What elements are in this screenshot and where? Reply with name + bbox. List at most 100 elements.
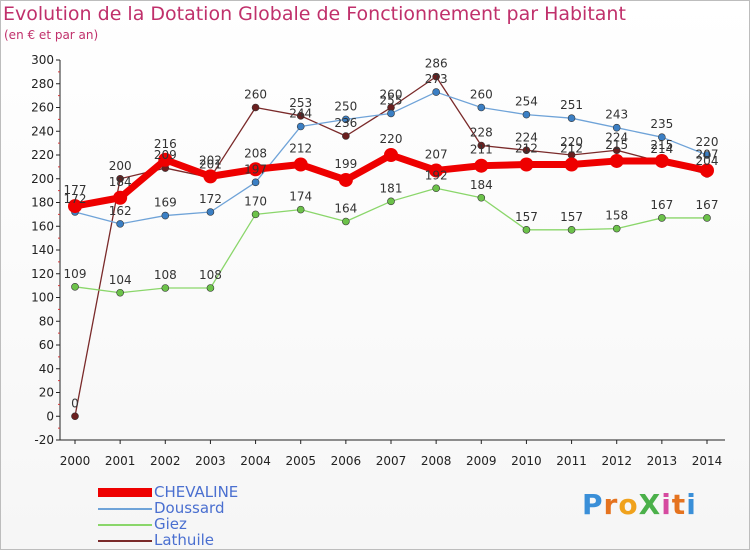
x-tick-label: 2005: [285, 454, 316, 468]
data-point-giez: [703, 214, 711, 222]
data-label-giez: 108: [199, 268, 222, 282]
data-label-giez: 170: [244, 194, 267, 208]
data-point-doussard: [387, 109, 395, 118]
data-point-doussard: [296, 122, 305, 131]
data-label-chevaline: 216: [154, 137, 177, 151]
data-point-lathuile: [296, 112, 305, 120]
data-label-doussard: 243: [605, 108, 628, 122]
data-point-chevaline: [564, 157, 579, 172]
data-label-chevaline: 202: [199, 153, 222, 167]
data-point-giez: [342, 217, 350, 226]
x-tick-label: 2009: [466, 454, 497, 468]
x-tick-label: 2000: [60, 454, 91, 468]
data-label-chevaline: 212: [515, 142, 538, 156]
data-point-lathuile: [116, 174, 124, 183]
legend-item-lathuile: Lathuile: [98, 531, 358, 549]
data-label-giez: 158: [605, 209, 628, 223]
legend-item-doussard: Doussard: [98, 499, 358, 517]
data-label-giez: 157: [560, 210, 583, 224]
y-tick-label: 60: [39, 338, 54, 352]
x-tick-label: 2006: [331, 454, 362, 468]
legend-swatch-lathuile: [98, 540, 152, 542]
y-tick-label: 40: [39, 362, 54, 376]
data-label-lathuile: 228: [470, 126, 493, 140]
data-label-chevaline: 215: [605, 138, 628, 152]
logo-letter: i: [686, 488, 697, 521]
data-point-doussard: [703, 151, 711, 159]
data-label-doussard: 220: [696, 135, 719, 149]
data-point-chevaline: [519, 157, 534, 172]
x-tick-label: 2014: [692, 454, 723, 468]
data-label-giez: 184: [470, 178, 493, 192]
data-label-giez: 104: [109, 273, 132, 287]
data-label-giez: 167: [650, 198, 673, 212]
data-label-doussard: 250: [334, 99, 357, 113]
data-point-lathuile: [432, 72, 440, 81]
data-label-lathuile: 214: [650, 142, 673, 156]
x-tick-label: 2001: [105, 454, 136, 468]
data-label-chevaline: 207: [696, 147, 719, 161]
x-tick-label: 2011: [556, 454, 587, 468]
legend-item-chevaline: CHEVALINE: [98, 483, 358, 501]
x-tick-label: 2013: [647, 454, 678, 468]
x-tick-label: 2002: [150, 454, 181, 468]
data-point-giez: [612, 224, 621, 233]
data-point-giez: [161, 284, 170, 292]
data-label-doussard: 169: [154, 196, 177, 210]
data-point-giez: [116, 288, 124, 297]
data-point-giez: [251, 210, 260, 219]
data-label-lathuile: 253: [289, 96, 312, 110]
y-tick-label: 0: [46, 409, 54, 423]
y-tick-label: 280: [31, 77, 54, 91]
data-label-giez: 157: [515, 210, 538, 224]
data-point-giez: [522, 226, 531, 234]
data-label-lathuile: 224: [515, 130, 538, 144]
legend-swatch-chevaline: [98, 488, 152, 497]
y-tick-label: 180: [31, 196, 54, 210]
data-label-giez: 109: [64, 267, 87, 281]
data-label-giez: 167: [696, 198, 719, 212]
data-point-giez: [71, 283, 79, 291]
data-point-chevaline: [474, 158, 489, 173]
data-label-lathuile: 204: [696, 154, 719, 168]
data-label-chevaline: 212: [289, 142, 312, 156]
data-label-lathuile: 236: [334, 116, 357, 130]
data-label-doussard: 254: [515, 95, 538, 109]
logo-letter: t: [671, 488, 687, 521]
data-label-chevaline: 215: [650, 138, 673, 152]
data-point-chevaline: [293, 157, 308, 172]
data-point-chevaline: [338, 172, 353, 187]
data-point-chevaline: [248, 162, 263, 177]
data-label-doussard: 244: [289, 107, 312, 121]
data-label-giez: 192: [425, 168, 448, 182]
data-point-chevaline: [68, 199, 82, 214]
data-label-doussard: 172: [199, 192, 222, 206]
y-tick-label: 120: [31, 267, 54, 281]
y-tick-label: 300: [31, 53, 54, 67]
data-label-doussard: 162: [109, 204, 132, 218]
legend-item-giez: Giez: [98, 515, 358, 533]
data-point-doussard: [658, 133, 666, 141]
data-point-chevaline: [700, 163, 714, 178]
legend-label: Lathuile: [154, 531, 215, 549]
data-label-giez: 108: [154, 268, 177, 282]
proxiti-logo: ProXiti: [582, 488, 697, 521]
x-tick-label: 2003: [195, 454, 226, 468]
data-point-doussard: [477, 103, 486, 112]
data-point-doussard: [612, 123, 621, 132]
data-label-lathuile: 286: [425, 57, 448, 71]
y-tick-label: 200: [31, 172, 54, 186]
y-tick-label: 220: [31, 148, 54, 162]
data-label-chevaline: 199: [334, 157, 357, 171]
logo-letter: r: [603, 488, 619, 521]
data-point-chevaline: [113, 190, 128, 205]
data-point-doussard: [522, 110, 531, 119]
legend: CHEVALINE Doussard Giez Lathuile: [98, 483, 358, 549]
data-point-chevaline: [654, 153, 669, 168]
x-tick-label: 2007: [376, 454, 407, 468]
data-label-chevaline: 184: [109, 175, 132, 189]
logo-letter: X: [638, 488, 662, 521]
data-point-doussard: [161, 211, 170, 220]
data-label-doussard: 255: [380, 93, 403, 107]
